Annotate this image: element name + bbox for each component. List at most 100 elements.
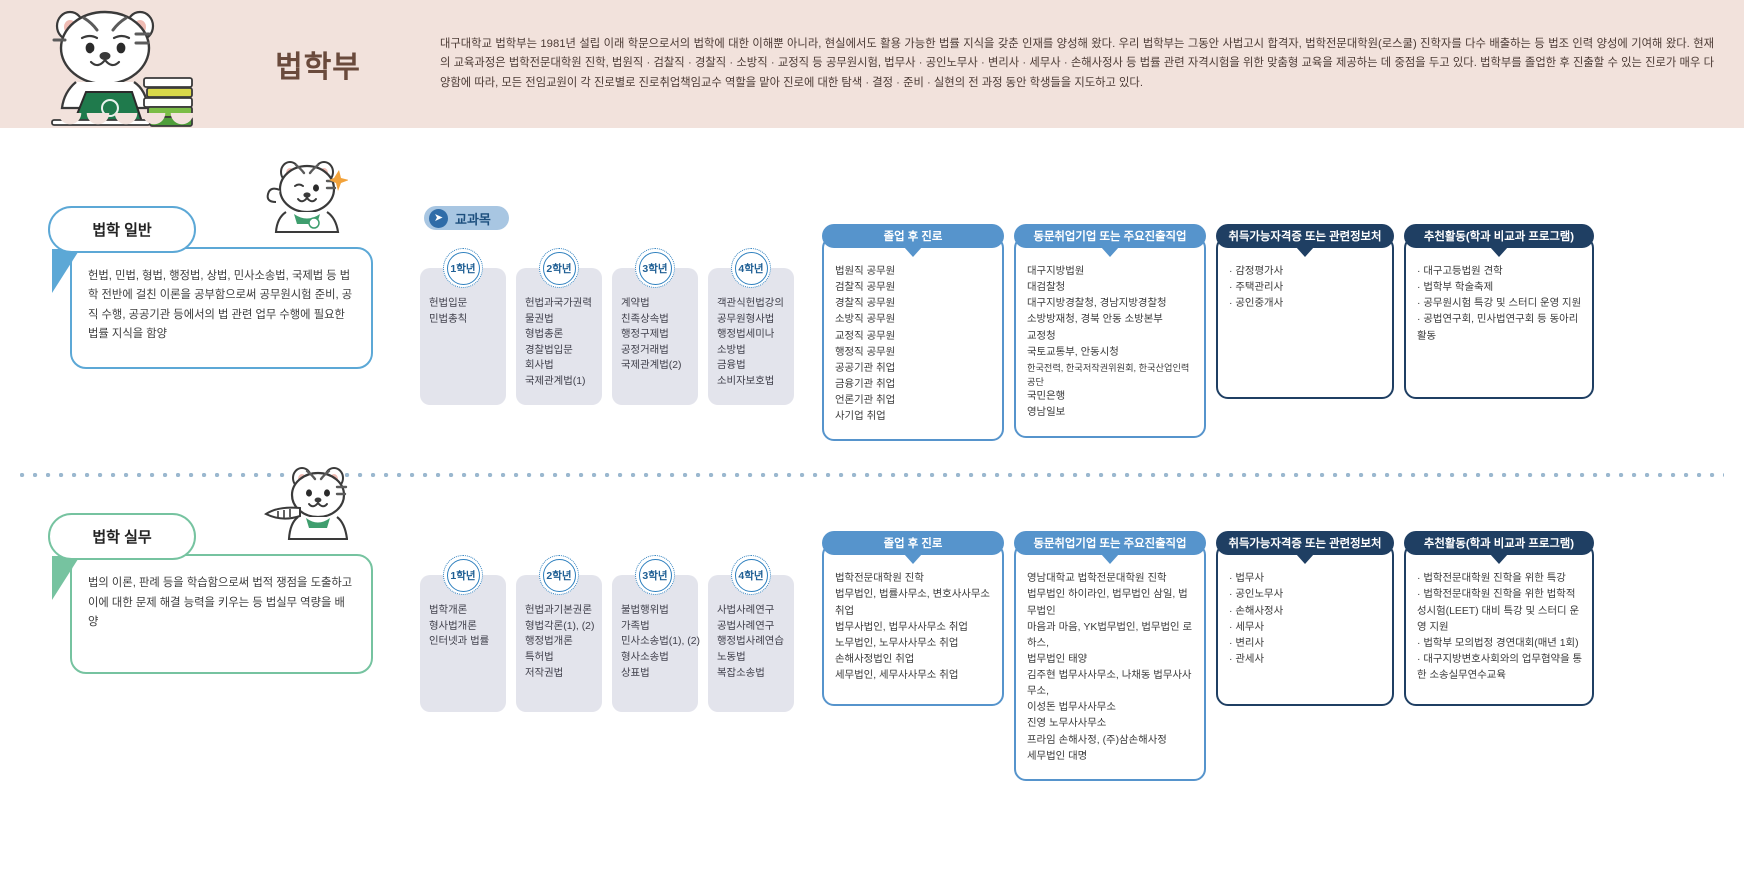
track-description-text: 법의 이론, 판례 등을 학습함으로써 법적 쟁점을 도출하고 이에 대한 문제… [88, 577, 353, 629]
course-item: 국제관계법(2) [621, 360, 682, 372]
year-badge: 1학년 [443, 248, 483, 288]
course-item: 계약법 [621, 298, 650, 309]
list-item: · 변리사 [1229, 637, 1265, 649]
year-badge: 2학년 [539, 248, 579, 288]
list-item: 법학전문대학원 진학 [835, 573, 924, 585]
department-intro-text: 대구대학교 법학부는 1981년 설립 이래 학문으로서의 법학에 대한 이해뿐… [440, 37, 1714, 89]
year-column-4: 4학년 사법사례연구 공법사례연구 행정법사례연습 노동법 복잡소송법 [708, 555, 794, 713]
panel-title: 추천활동(학과 비교과 프로그램) [1404, 531, 1594, 556]
page-header: 법학부 대구대학교 법학부는 1981년 설립 이래 학문으로서의 법학에 대한… [0, 0, 1744, 129]
course-item: 형법각론(1), (2) [525, 620, 595, 632]
year-column-2: 2학년 헌법과국가권력 물권법 형법총론 경찰법입문 회사법 국제관계법(1) [516, 248, 602, 405]
panel-recommended-activities: 추천활동(학과 비교과 프로그램) · 법학전문대학원 진학을 위한 특강 · … [1404, 531, 1594, 781]
panel-alumni-employers: 동문취업기업 또는 주요진출직업 영남대학교 법학전문대학원 진학 법무법인 하… [1014, 531, 1206, 781]
year-badge: 3학년 [635, 555, 675, 596]
list-item: · 법학부 모의법정 경연대회(매년 1회) [1417, 637, 1579, 649]
list-item: · 대구지방변호사회와의 업무협약을 통한 소송실무연수교육 [1417, 653, 1583, 681]
course-item: 헌법과국가권력 [525, 298, 592, 309]
year-column-3: 3학년 불법행위법 가족법 민사소송법(1), (2) 형사소송법 상표법 [612, 555, 700, 713]
year-course-list: 불법행위법 가족법 민사소송법(1), (2) 형사소송법 상표법 [612, 575, 700, 713]
course-item: 친족상속법 [621, 313, 669, 325]
list-item: 법무사법인, 법무사사무소 취업 [835, 621, 968, 633]
speech-tail [52, 556, 80, 601]
course-item: 국제관계법(1) [525, 376, 586, 388]
list-item: · 공인중개사 [1229, 298, 1284, 310]
list-item: · 감정평가사 [1229, 266, 1284, 277]
list-item: 공공기관 취업 [835, 362, 896, 374]
list-item: · 세무사 [1229, 621, 1265, 633]
panel-alumni-employers: 동문취업기업 또는 주요진출직업 대구지방법원 대검찰청 대구지방경찰청, 경남… [1014, 224, 1206, 441]
list-item: 법무법인, 법률사무소, 변호사사무소 취업 [835, 589, 990, 617]
list-item: 진영 노무사사무소 [1027, 718, 1107, 730]
track-tab-label: 법학 실무 [48, 513, 196, 561]
tiger-with-laptop-mascot [18, 0, 208, 128]
list-item: · 법학부 학술축제 [1417, 282, 1494, 294]
list-item: 소방직 공무원 [835, 314, 896, 326]
list-item: 언론기관 취업 [835, 395, 896, 406]
course-item: 공무원형사법 [717, 313, 775, 325]
list-item: 법무법인 태양 [1027, 653, 1088, 665]
list-item: · 주택관리사 [1229, 282, 1284, 294]
year-column-3: 3학년 계약법 친족상속법 행정구제법 공정거래법 국제관계법(2) [612, 248, 698, 405]
panel-content: 법원직 공무원 검찰직 공무원 경찰직 공무원 소방직 공무원 교정직 공무원 … [822, 236, 1004, 442]
list-item: · 법학전문대학원 진학을 위한 법학적성시험(LEET) 대비 특강 및 스터… [1417, 589, 1580, 633]
curriculum-spacer [420, 513, 822, 555]
panel-title: 취득가능자격증 또는 관련정보처 [1216, 224, 1394, 248]
course-item: 공정거래법 [621, 344, 669, 356]
page-title: 법학부 [275, 51, 361, 84]
track-description-text: 헌법, 민법, 형법, 행정법, 상법, 민사소송법, 국제법 등 법학 전반에… [88, 270, 353, 341]
course-item: 형사소송법 [621, 652, 669, 664]
year-badge: 4학년 [731, 555, 771, 596]
course-item: 행정법개론 [525, 636, 573, 648]
panel-content: 대구지방법원 대검찰청 대구지방경찰청, 경남지방경찰청 소방방재청, 경북 안… [1014, 236, 1206, 438]
list-item: · 법무사 [1229, 573, 1265, 585]
panel-content: · 감정평가사 · 주택관리사 · 공인중개사 [1216, 236, 1394, 399]
list-item: 경찰직 공무원 [835, 298, 896, 310]
course-item: 민사소송법(1), (2) [621, 636, 700, 648]
year-course-list: 객관식헌법강의 공무원형사법 행정법세미나 소방법 금융법 소비자보호법 [708, 268, 794, 405]
info-panels: 졸업 후 진로 법학전문대학원 진학 법무법인, 법률사무소, 변호사사무소 취… [822, 513, 1722, 781]
scallop-divider [0, 113, 1744, 129]
info-panels: 졸업 후 진로 법원직 공무원 검찰직 공무원 경찰직 공무원 소방직 공무원 … [822, 206, 1722, 442]
list-item: 금융기관 취업 [835, 378, 896, 390]
panel-certifications: 취득가능자격증 또는 관련정보처 · 감정평가사 · 주택관리사 · 공인중개사 [1216, 224, 1394, 441]
list-item: 한국전력, 한국저작권위원회, 한국산업인력공단 [1027, 362, 1190, 387]
list-item: 프라임 손해사정, (주)삼손해사정 [1027, 734, 1167, 746]
list-item: 사기업 취업 [835, 411, 886, 423]
course-item: 상표법 [621, 667, 650, 679]
list-item: 대구지방경찰청, 경남지방경찰청 [1027, 298, 1167, 310]
track-description-card: 법학 일반 헌법, 민법, 형법, 행정법, 상법, 민사소송법, 국제법 등 … [40, 161, 420, 369]
track-tab-label: 법학 일반 [48, 206, 196, 253]
course-item: 물권법 [525, 313, 554, 325]
list-item: 행정직 공무원 [835, 346, 896, 358]
panel-certifications: 취득가능자격증 또는 관련정보처 · 법무사 · 공인노무사 · 손해사정사 ·… [1216, 531, 1394, 781]
list-item: 마음과 마음, YK법무법인, 법무법인 로하스, [1027, 621, 1193, 649]
year-course-list: 법학개론 형사법개론 인터넷과 법률 [420, 575, 506, 713]
curriculum-section: 1학년 법학개론 형사법개론 인터넷과 법률 2학년 헌법과기본권론 형법각론(… [420, 513, 822, 713]
list-item: 노무법인, 노무사사무소 취업 [835, 637, 959, 649]
course-item: 복잡소송법 [717, 667, 765, 679]
panel-recommended-activities: 추천활동(학과 비교과 프로그램) · 대구고등법원 견학 · 법학부 학술축제… [1404, 224, 1594, 441]
year-column-4: 4학년 객관식헌법강의 공무원형사법 행정법세미나 소방법 금융법 소비자보호법 [708, 248, 794, 405]
course-item: 경찰법입문 [525, 344, 573, 356]
panel-career-paths: 졸업 후 진로 법학전문대학원 진학 법무법인, 법률사무소, 변호사사무소 취… [822, 531, 1004, 781]
list-item: 국토교통부, 안동시청 [1027, 346, 1119, 358]
panel-content: · 법무사 · 공인노무사 · 손해사정사 · 세무사 · 변리사 · 관세사 [1216, 543, 1394, 707]
list-item: 영남대학교 법학전문대학원 진학 [1027, 573, 1167, 585]
year-column-1: 1학년 법학개론 형사법개론 인터넷과 법률 [420, 555, 506, 713]
track-practice: 법학 실무 법의 이론, 판례 등을 학습함으로써 법적 쟁점을 도출하고 이에… [0, 467, 1744, 781]
course-item: 인터넷과 법률 [429, 636, 490, 648]
year-column-2: 2학년 헌법과기본권론 형법각론(1), (2) 행정법개론 특허법 저작권법 [516, 555, 602, 713]
track-description-body: 법의 이론, 판례 등을 학습함으로써 법적 쟁점을 도출하고 이에 대한 문제… [70, 554, 373, 675]
panel-title: 졸업 후 진로 [822, 531, 1004, 556]
panel-career-paths: 졸업 후 진로 법원직 공무원 검찰직 공무원 경찰직 공무원 소방직 공무원 … [822, 224, 1004, 442]
course-item: 행정구제법 [621, 329, 669, 341]
list-item: · 관세사 [1229, 653, 1265, 665]
list-item: 세무법인 대명 [1027, 750, 1088, 762]
list-item: 검찰직 공무원 [835, 282, 896, 294]
list-item: 교정청 [1027, 330, 1056, 342]
list-item: 소방방재청, 경북 안동 소방본부 [1027, 314, 1163, 326]
course-item: 노동법 [717, 652, 746, 664]
year-grid: 1학년 법학개론 형사법개론 인터넷과 법률 2학년 헌법과기본권론 형법각론(… [420, 555, 822, 713]
list-item: · 공무원시험 특강 및 스터디 운영 지원 [1417, 298, 1582, 310]
